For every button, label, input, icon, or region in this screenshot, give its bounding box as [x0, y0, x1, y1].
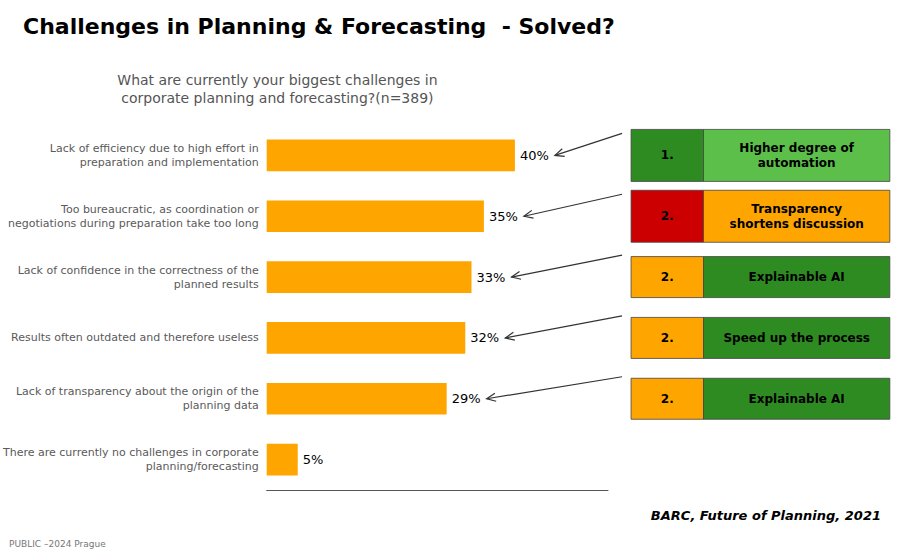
- svg-text:Transparency: Transparency: [751, 202, 842, 216]
- svg-text:What are currently your bigges: What are currently your biggest challeng…: [117, 72, 437, 88]
- svg-text:2.: 2.: [661, 270, 674, 284]
- svg-text:Higher degree of: Higher degree of: [739, 141, 854, 155]
- svg-text:Lack of confidence in the corr: Lack of confidence in the correctness of…: [18, 264, 259, 277]
- svg-text:planned results: planned results: [174, 278, 259, 291]
- svg-text:automation: automation: [758, 156, 836, 170]
- svg-text:Challenges in Planning & Forec: Challenges in Planning & Forecasting - S…: [23, 14, 615, 39]
- svg-text:negotiations during preparatio: negotiations during preparation take too…: [8, 217, 259, 230]
- svg-text:Too bureaucratic, as coordinat: Too bureaucratic, as coordination or: [60, 203, 259, 216]
- svg-text:Lack of transparency about the: Lack of transparency about the origin of…: [16, 385, 259, 398]
- svg-text:shortens discussion: shortens discussion: [730, 217, 864, 231]
- svg-text:2.: 2.: [661, 392, 674, 406]
- svg-text:2.: 2.: [661, 331, 674, 345]
- svg-text:preparation and implementation: preparation and implementation: [80, 156, 259, 169]
- svg-text:BARC, Future of Planning, 2021: BARC, Future of Planning, 2021: [651, 508, 881, 523]
- svg-text:Lack of efficiency due to high: Lack of efficiency due to high effort in: [50, 142, 259, 155]
- svg-text:40%: 40%: [520, 148, 549, 163]
- svg-text:29%: 29%: [452, 391, 481, 406]
- svg-text:32%: 32%: [470, 330, 499, 345]
- svg-text:PUBLIC –2024 Prague: PUBLIC –2024 Prague: [9, 539, 106, 549]
- svg-text:Explainable AI: Explainable AI: [749, 270, 845, 284]
- svg-text:35%: 35%: [489, 209, 518, 224]
- svg-text:planning data: planning data: [183, 399, 259, 412]
- svg-text:corporate planning and forecas: corporate planning and forecasting?(n=38…: [121, 90, 433, 106]
- svg-text:There are currently no challen: There are currently no challenges in cor…: [2, 446, 259, 459]
- svg-text:Results often outdated and the: Results often outdated and therefore use…: [11, 331, 259, 344]
- svg-text:33%: 33%: [476, 270, 505, 285]
- svg-text:planning/forecasting: planning/forecasting: [146, 460, 259, 473]
- svg-text:Speed up the process: Speed up the process: [723, 331, 869, 345]
- svg-text:Explainable AI: Explainable AI: [749, 392, 845, 406]
- svg-text:5%: 5%: [303, 452, 324, 467]
- svg-text:2.: 2.: [661, 209, 674, 223]
- svg-text:1.: 1.: [661, 148, 674, 162]
